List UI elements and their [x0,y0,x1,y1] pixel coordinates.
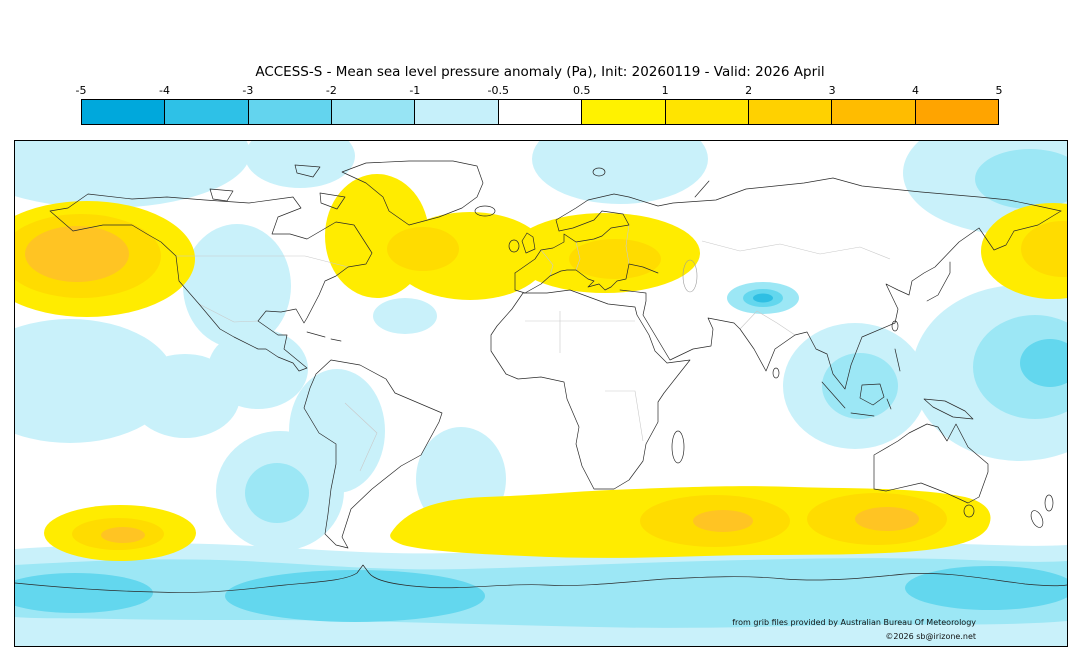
colorbar-segment [332,100,416,124]
coastline-new-guinea [923,398,974,420]
page-title: ACCESS-S - Mean sea level pressure anoma… [255,64,825,80]
coastline-novaya-zemlya [694,180,710,198]
colorbar-segment [582,100,666,124]
colorbar-segment [415,100,499,124]
coastline-sulawesi [886,398,892,410]
anomaly-east-pacific-2 [130,354,240,438]
colorbar-segment [248,100,333,124]
coastline-antarctica [15,564,1067,593]
colorbar-segment [665,100,749,124]
colorbar-segment [498,100,583,124]
colorbar-tick-label: -1 [409,84,421,97]
coastline-europe-south [514,263,659,294]
colorbar-tick-label: 5 [995,84,1003,97]
anomaly-antarctic-core-2 [15,573,153,613]
coastline-greenland [341,160,484,226]
anomaly-arctic-east-siberia-core [975,149,1067,209]
anomaly-antarctic-core-3 [905,566,1067,610]
coastline-australia [873,423,989,504]
anomaly-southern-ocean-core-1b [693,510,753,532]
world-map: from grib files provided by Australian B… [15,141,1067,646]
coastline-borneo [859,383,885,406]
coastline-ireland [508,239,520,253]
colorbar-tick-label: 3 [828,84,836,97]
coastline-africa [490,289,691,490]
credit-source-text: from grib files provided by Australian B… [732,618,976,627]
colorbar-segment [832,100,916,124]
coastline-taiwan [891,320,899,332]
coastline-japan [926,261,951,302]
coastline-svalbard [592,167,606,177]
coastline-sri-lanka [772,367,780,379]
country-borders [176,224,891,472]
colorbar-tick-label: 1 [661,84,669,97]
anomaly-northwest-pacific-core [1021,221,1067,277]
coastline-madagascar [671,430,685,464]
coastline-south-america [303,359,443,549]
coastline-asia-east-south [619,210,1062,390]
colorbar-ticks: -5 -4 -3 -2 -1 -0.5 0.5 1 2 3 4 5 [76,84,1003,99]
anomaly-north-pacific-core2 [25,226,129,282]
colorbar-segment [82,100,166,124]
coastline-java [850,412,875,417]
colorbar-tick-label: -5 [75,84,87,97]
anomaly-arctic-canada [245,141,355,188]
anomaly-antarctic-core-1 [225,570,485,622]
coastline-sumatra [821,381,846,409]
coastline-caspian-sea [682,259,698,293]
colorbar-tick-label: -0.5 [487,84,509,97]
negative-anomalies [15,141,1067,646]
coastline-north-america [49,193,373,372]
anomaly-western-north-america [183,224,291,348]
coastline-britain [521,232,536,254]
colorbar-tick-label: 0.5 [572,84,591,97]
anomaly-south-pacific-west-core2 [101,527,145,543]
colorbar-tick-label: -4 [158,84,170,97]
anomaly-indian-ocean-core [822,353,898,419]
anomaly-europe-core [569,239,661,279]
anomaly-southern-ocean-core-2b [855,507,919,531]
colorbar-tick-label: 2 [745,84,753,97]
coastline-tasmania [963,504,975,518]
map-frame: from grib files provided by Australian B… [14,140,1068,647]
coastline-cuba [306,331,342,342]
anomaly-afghanistan-core2 [753,293,773,303]
positive-anomalies [15,174,1067,561]
colorbar-bar [81,99,999,125]
anomaly-arctic-northwest [15,141,250,208]
coastline-new-zealand-south [1030,510,1044,528]
anomaly-west-pacific-core2 [1020,339,1067,387]
colorbar-tick-label: -2 [325,84,337,97]
coastline-iceland [474,205,496,217]
colorbar-segment [748,100,833,124]
colorbar: -5 -4 -3 -2 -1 -0.5 0.5 1 2 3 4 5 [76,84,1003,125]
coastline-arctic-islands [209,164,346,210]
colorbar-segment [165,100,249,124]
coastline-philippines [894,348,901,372]
colorbar-tick-label: 4 [912,84,920,97]
colorbar-segment [915,100,998,124]
anomaly-south-pacific-core [245,463,309,523]
coastlines [15,160,1067,593]
coastline-europe-north [514,177,1062,274]
anomaly-north-atlantic-core [387,227,459,271]
coastline-new-zealand-north [1044,494,1054,512]
anomaly-arctic-scandinavia [532,141,708,204]
credit-copyright-text: ©2026 sb@irizone.net [885,632,976,641]
colorbar-tick-label: -3 [242,84,254,97]
anomaly-northwest-atlantic [373,298,437,334]
